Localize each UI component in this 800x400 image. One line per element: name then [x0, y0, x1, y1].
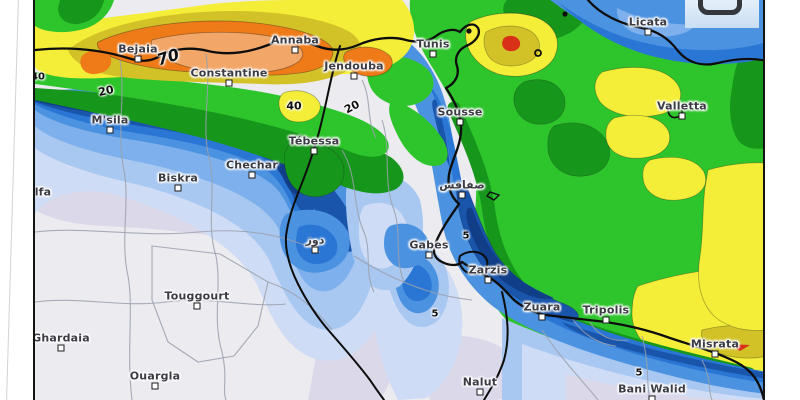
city-marker — [538, 313, 546, 321]
page-margin-left — [0, 0, 33, 400]
contour-value-label: 70 — [154, 44, 182, 70]
city-marker — [310, 147, 318, 155]
city-marker — [193, 302, 201, 310]
city-label: Touggourt — [164, 289, 230, 303]
city-label: Bani Walid — [618, 382, 686, 396]
city-label: Valletta — [657, 99, 707, 113]
city-label: Ghardaia — [33, 331, 90, 345]
precipitation-map: Bejaia Annaba Constantine Jendouba Tunis Lica… — [33, 0, 765, 400]
city-label: Chechar — [226, 158, 278, 172]
city-label: Tunis — [416, 37, 450, 51]
city-marker — [134, 55, 142, 63]
city-label: Tripolis — [582, 303, 630, 317]
city-marker — [425, 251, 433, 259]
map-labels-layer: Bejaia Annaba Constantine Jendouba Tunis Lica… — [35, 0, 763, 400]
city-marker — [648, 395, 656, 400]
city-label: Gabes — [409, 238, 449, 252]
city-label: Annaba — [270, 33, 320, 47]
map-control-button[interactable] — [685, 0, 759, 28]
city-marker — [476, 388, 484, 396]
city-label: Zarzis — [468, 263, 508, 277]
page-margin-right — [765, 0, 800, 400]
contour-value-label: 40 — [286, 99, 302, 113]
city-label: Biskra — [157, 171, 199, 185]
city-label: Tébessa — [288, 134, 340, 148]
city-label: Licata — [628, 15, 668, 29]
city-marker — [311, 246, 319, 254]
contour-value-label: 5 — [635, 367, 643, 379]
city-label: M'sila — [91, 113, 129, 127]
contour-value-label: 20 — [97, 83, 115, 99]
city-label: Nalut — [462, 375, 498, 389]
contour-value-label: 5 — [462, 230, 470, 242]
city-marker — [602, 316, 610, 324]
city-marker — [350, 72, 358, 80]
city-marker — [429, 50, 437, 58]
city-marker — [174, 184, 182, 192]
city-label: Misrata — [690, 337, 740, 351]
city-label: Jendouba — [324, 59, 384, 73]
city-marker — [644, 28, 652, 36]
city-label: Zuara — [523, 300, 561, 314]
city-marker — [456, 118, 464, 126]
city-label: Constantine — [190, 66, 268, 80]
city-label: lfa — [34, 185, 52, 199]
city-label: صفاقس — [439, 178, 485, 192]
city-label: Ouargla — [129, 369, 181, 383]
city-marker — [248, 171, 256, 179]
city-label: دوز — [305, 233, 325, 247]
contour-value-label: 40 — [35, 71, 45, 83]
rounded-square-icon — [698, 0, 742, 15]
city-marker — [106, 126, 114, 134]
contour-value-label: 5 — [431, 308, 439, 320]
city-marker — [57, 344, 65, 352]
contour-value-label: 20 — [342, 97, 362, 117]
city-label: Bejaia — [118, 42, 158, 56]
city-label: Sousse — [437, 105, 483, 119]
city-marker — [484, 276, 492, 284]
city-marker — [151, 382, 159, 390]
city-marker — [678, 112, 686, 120]
page-edge-line — [5, 0, 20, 400]
city-marker — [458, 191, 466, 199]
city-marker — [291, 46, 299, 54]
city-marker — [225, 79, 233, 87]
city-marker — [711, 350, 719, 358]
